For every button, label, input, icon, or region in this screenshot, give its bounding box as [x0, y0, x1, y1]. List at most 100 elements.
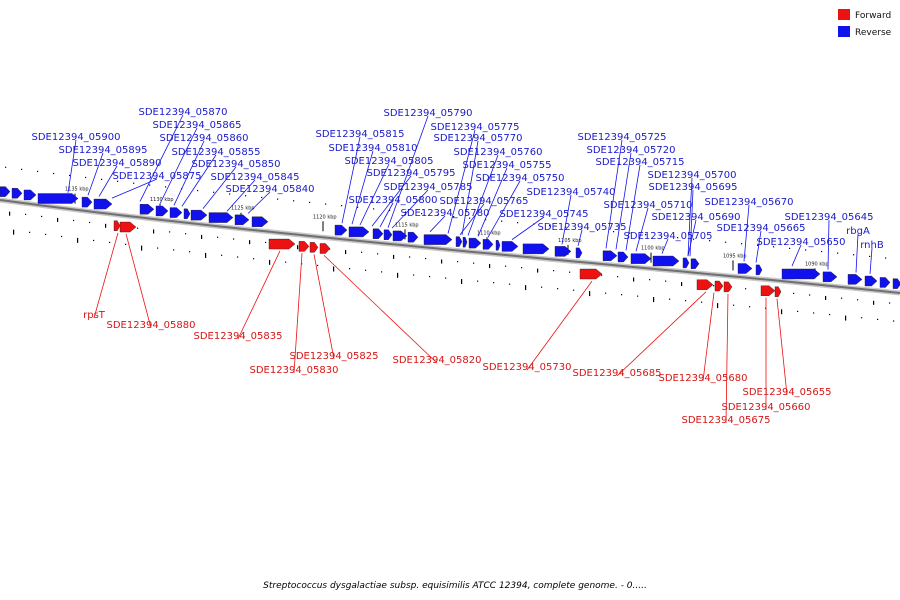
reverse-gene-feature[interactable]: [462, 236, 468, 248]
reverse-gene-label[interactable]: SDE12394_05705: [624, 231, 713, 242]
reverse-gene-feature[interactable]: [392, 230, 408, 242]
reverse-gene-label[interactable]: SDE12394_05870: [139, 107, 228, 118]
forward-gene-feature[interactable]: [319, 243, 331, 254]
reverse-gene-feature[interactable]: [847, 274, 863, 285]
forward-gene-label[interactable]: SDE12394_05830: [250, 365, 339, 376]
reverse-gene-label[interactable]: SDE12394_05815: [316, 129, 405, 140]
reverse-gene-label[interactable]: SDE12394_05800: [349, 195, 438, 206]
forward-gene-feature[interactable]: [113, 220, 121, 231]
reverse-gene-label[interactable]: SDE12394_05700: [648, 170, 737, 181]
reverse-gene-feature[interactable]: [495, 240, 501, 251]
reverse-gene-feature[interactable]: [737, 263, 753, 274]
reverse-gene-feature[interactable]: [251, 216, 269, 227]
reverse-gene-feature[interactable]: [455, 236, 463, 247]
reverse-gene-feature[interactable]: [139, 204, 155, 215]
forward-gene-feature[interactable]: [696, 279, 714, 290]
reverse-gene-label[interactable]: SDE12394_05775: [431, 122, 520, 133]
reverse-gene-label[interactable]: SDE12394_05720: [587, 145, 676, 156]
reverse-gene-feature[interactable]: [755, 264, 763, 276]
reverse-gene-feature[interactable]: [602, 250, 618, 261]
reverse-gene-feature[interactable]: [407, 231, 419, 243]
forward-gene-label[interactable]: SDE12394_05825: [290, 351, 379, 362]
forward-gene-label[interactable]: rpsT: [83, 310, 106, 321]
reverse-gene-feature[interactable]: [372, 228, 384, 239]
reverse-gene-feature[interactable]: [423, 234, 453, 245]
forward-gene-label[interactable]: SDE12394_05880: [107, 320, 196, 331]
reverse-gene-feature[interactable]: [208, 212, 234, 223]
reverse-gene-label[interactable]: SDE12394_05840: [226, 184, 315, 195]
forward-gene-feature[interactable]: [723, 281, 733, 293]
forward-gene-label[interactable]: SDE12394_05655: [743, 387, 832, 398]
reverse-gene-label[interactable]: SDE12394_05850: [192, 159, 281, 170]
reverse-gene-label[interactable]: SDE12394_05755: [463, 160, 552, 171]
reverse-gene-feature[interactable]: [781, 268, 821, 280]
reverse-gene-feature[interactable]: [652, 255, 680, 267]
reverse-gene-feature[interactable]: [501, 241, 519, 252]
reverse-gene-feature[interactable]: [630, 253, 652, 264]
forward-gene-label[interactable]: SDE12394_05835: [194, 331, 283, 342]
reverse-gene-feature[interactable]: [93, 198, 113, 210]
reverse-gene-feature[interactable]: [11, 188, 23, 199]
forward-gene-feature[interactable]: [119, 221, 137, 233]
reverse-gene-feature[interactable]: [190, 209, 208, 221]
reverse-gene-feature[interactable]: [348, 226, 370, 238]
reverse-gene-label[interactable]: SDE12394_05895: [59, 145, 148, 156]
reverse-gene-feature[interactable]: [183, 208, 191, 220]
reverse-gene-feature[interactable]: [575, 247, 583, 259]
reverse-gene-feature[interactable]: [23, 189, 37, 201]
reverse-gene-label[interactable]: SDE12394_05795: [367, 168, 456, 179]
reverse-gene-label[interactable]: SDE12394_05745: [500, 209, 589, 220]
reverse-gene-feature[interactable]: [334, 224, 348, 236]
reverse-gene-label[interactable]: SDE12394_05875: [113, 171, 202, 182]
reverse-gene-feature[interactable]: [522, 243, 550, 255]
reverse-gene-label[interactable]: SDE12394_05790: [384, 108, 473, 119]
forward-gene-label[interactable]: SDE12394_05820: [393, 355, 482, 366]
reverse-gene-label[interactable]: SDE12394_05710: [604, 200, 693, 211]
reverse-gene-feature[interactable]: [234, 214, 250, 226]
forward-gene-feature[interactable]: [579, 268, 603, 280]
reverse-gene-label[interactable]: SDE12394_05715: [596, 157, 685, 168]
reverse-gene-label[interactable]: SDE12394_05650: [757, 237, 846, 248]
reverse-gene-label[interactable]: SDE12394_05725: [578, 132, 667, 143]
reverse-gene-label[interactable]: SDE12394_05770: [434, 133, 523, 144]
forward-gene-feature[interactable]: [298, 241, 310, 252]
reverse-gene-feature[interactable]: [617, 251, 629, 263]
reverse-gene-label[interactable]: SDE12394_05735: [538, 222, 627, 233]
reverse-gene-feature[interactable]: [81, 196, 93, 208]
reverse-gene-label[interactable]: SDE12394_05645: [785, 212, 874, 223]
forward-gene-label[interactable]: SDE12394_05660: [722, 402, 811, 413]
forward-gene-feature[interactable]: [774, 286, 782, 297]
reverse-gene-label[interactable]: SDE12394_05810: [329, 143, 418, 154]
forward-gene-label[interactable]: SDE12394_05680: [659, 373, 748, 384]
reverse-gene-feature[interactable]: [864, 275, 878, 287]
reverse-gene-feature[interactable]: [37, 193, 79, 204]
forward-gene-label[interactable]: SDE12394_05675: [682, 415, 771, 426]
reverse-gene-feature[interactable]: [892, 278, 900, 289]
reverse-gene-label[interactable]: SDE12394_05865: [153, 120, 242, 131]
reverse-gene-label[interactable]: SDE12394_05890: [73, 158, 162, 169]
reverse-gene-label[interactable]: rbgA: [846, 226, 870, 237]
reverse-gene-label[interactable]: SDE12394_05690: [652, 212, 741, 223]
forward-gene-feature[interactable]: [268, 238, 296, 250]
reverse-gene-label[interactable]: SDE12394_05740: [527, 187, 616, 198]
reverse-gene-label[interactable]: SDE12394_05695: [649, 182, 738, 193]
reverse-gene-feature[interactable]: [0, 186, 11, 197]
reverse-gene-feature[interactable]: [822, 271, 838, 283]
reverse-gene-label[interactable]: SDE12394_05670: [705, 197, 794, 208]
reverse-gene-label[interactable]: SDE12394_05750: [476, 173, 565, 184]
reverse-gene-label[interactable]: SDE12394_05780: [401, 208, 490, 219]
reverse-gene-feature[interactable]: [383, 229, 393, 240]
reverse-gene-feature[interactable]: [468, 237, 482, 249]
reverse-gene-label[interactable]: SDE12394_05805: [345, 156, 434, 167]
reverse-gene-label[interactable]: SDE12394_05760: [454, 147, 543, 158]
forward-gene-feature[interactable]: [309, 242, 319, 253]
reverse-gene-feature[interactable]: [169, 207, 183, 218]
forward-gene-feature[interactable]: [760, 285, 776, 296]
forward-gene-feature[interactable]: [714, 280, 724, 292]
forward-gene-label[interactable]: SDE12394_05685: [573, 368, 662, 379]
reverse-gene-feature[interactable]: [554, 246, 572, 257]
reverse-gene-label[interactable]: SDE12394_05765: [440, 196, 529, 207]
forward-gene-label[interactable]: SDE12394_05730: [483, 362, 572, 373]
reverse-gene-label[interactable]: rnhB: [860, 240, 884, 251]
reverse-gene-label[interactable]: SDE12394_05665: [717, 223, 806, 234]
